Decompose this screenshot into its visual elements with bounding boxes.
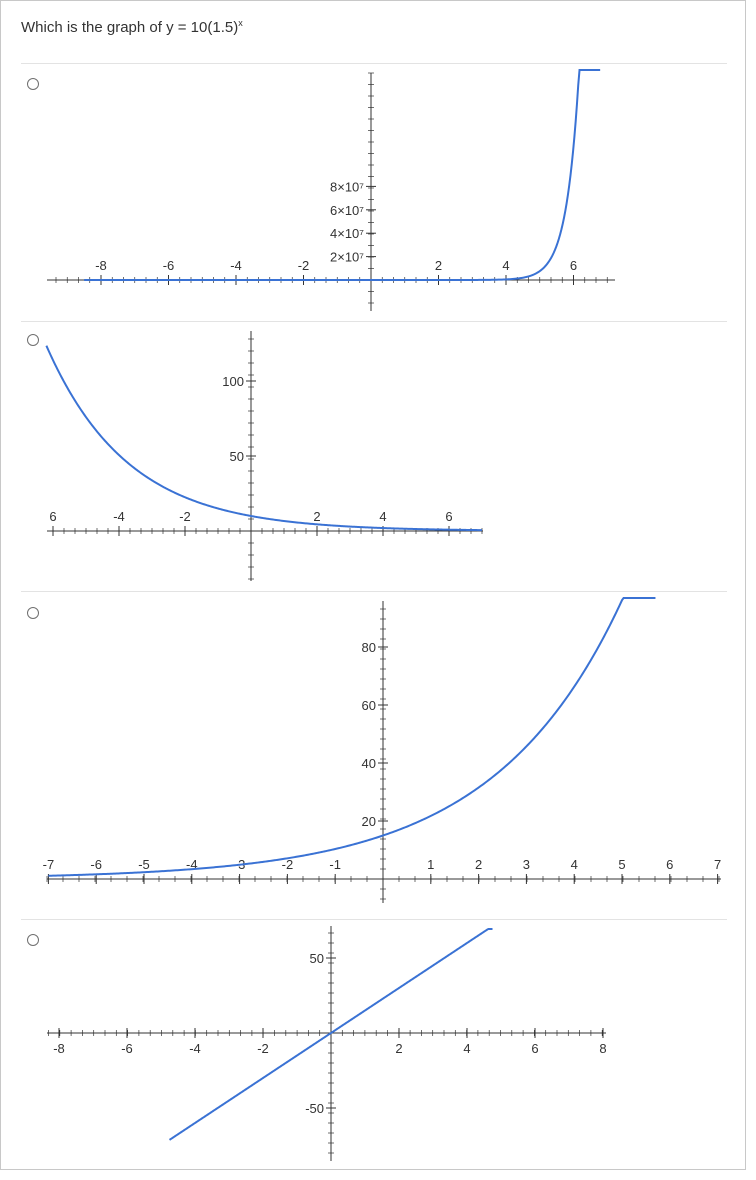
question-card: Which is the graph of y = 10(1.5)x -8 -6-… bbox=[0, 0, 746, 1170]
x-tick-label: 2 bbox=[475, 857, 482, 872]
x-tick-label: 8 bbox=[599, 1041, 606, 1056]
option-d-graph[interactable]: -8 -6 -4 -2 2 4 6 8 50 -50 bbox=[41, 921, 621, 1167]
x-tick-label: -4 bbox=[230, 258, 242, 273]
divider bbox=[21, 63, 727, 64]
function-curve bbox=[168, 928, 493, 1141]
y-tick-label: 2×10⁷ bbox=[330, 250, 364, 265]
y-tick-label: 6×10⁷ bbox=[330, 203, 364, 218]
x-tick-label: -4 bbox=[189, 1041, 201, 1056]
x-tick-label: -2 bbox=[298, 258, 310, 273]
y-tick-label: 4×10⁷ bbox=[330, 226, 364, 241]
x-tick-label: -7 bbox=[43, 857, 55, 872]
divider bbox=[21, 919, 727, 920]
x-tick-label: 6 bbox=[570, 258, 577, 273]
x-tick-label: 1 bbox=[427, 857, 434, 872]
option-b-graph[interactable]: 6 -4 -2 2 4 6 100 50 bbox=[41, 323, 491, 591]
y-tick-label: 20 bbox=[362, 814, 376, 829]
x-tick-label: -4 bbox=[186, 857, 198, 872]
y-tick-label: 80 bbox=[362, 640, 376, 655]
x-tick-label: 6 bbox=[49, 509, 56, 524]
x-tick-label: -2 bbox=[179, 509, 191, 524]
x-tick-label: -4 bbox=[113, 509, 125, 524]
x-tick-label: -8 bbox=[53, 1041, 65, 1056]
x-tick-label: 4 bbox=[571, 857, 578, 872]
y-tick-label: 60 bbox=[362, 698, 376, 713]
divider bbox=[21, 591, 727, 592]
x-tick-label: -6 bbox=[121, 1041, 133, 1056]
y-tick-label: 50 bbox=[230, 449, 244, 464]
option-a-graph[interactable]: -8 -6 -4 -2 2 4 6 8×10⁷ 6×10⁷ 4×10⁷ 2×10⁷ bbox=[41, 65, 621, 321]
x-tick-label: 3 bbox=[523, 857, 530, 872]
x-tick-label: -1 bbox=[329, 857, 341, 872]
x-tick-label: -8 bbox=[95, 258, 107, 273]
y-tick-label: -50 bbox=[305, 1101, 324, 1116]
x-tick-label: 2 bbox=[435, 258, 442, 273]
y-tick-label: 40 bbox=[362, 756, 376, 771]
question-text: Which is the graph of y = 10(1.5)x bbox=[21, 18, 243, 36]
x-tick-label: 5 bbox=[618, 857, 625, 872]
x-tick-label: 6 bbox=[445, 509, 452, 524]
x-tick-label: -5 bbox=[138, 857, 150, 872]
option-d-radio[interactable] bbox=[27, 934, 39, 946]
x-tick-label: 4 bbox=[463, 1041, 470, 1056]
y-tick-label: 8×10⁷ bbox=[330, 179, 364, 194]
question-prefix: Which is the graph of y = 10(1.5) bbox=[21, 19, 239, 36]
x-tick-label: -6 bbox=[90, 857, 102, 872]
x-tick-label: 7 bbox=[714, 857, 721, 872]
x-tick-label: -2 bbox=[257, 1041, 269, 1056]
divider bbox=[21, 321, 727, 322]
x-tick-label: 4 bbox=[502, 258, 509, 273]
x-tick-label: 6 bbox=[666, 857, 673, 872]
y-tick-label: 50 bbox=[310, 951, 324, 966]
x-tick-label: -6 bbox=[163, 258, 175, 273]
x-tick-label: -2 bbox=[282, 857, 294, 872]
option-b-radio[interactable] bbox=[27, 334, 39, 346]
x-tick-label: 4 bbox=[379, 509, 386, 524]
option-a-radio[interactable] bbox=[27, 78, 39, 90]
question-exponent: x bbox=[238, 18, 243, 28]
x-tick-label: 2 bbox=[313, 509, 320, 524]
function-curve bbox=[48, 597, 656, 877]
function-curve bbox=[84, 69, 601, 281]
y-tick-label: 100 bbox=[222, 374, 244, 389]
option-c-radio[interactable] bbox=[27, 607, 39, 619]
function-curve bbox=[45, 345, 483, 532]
x-tick-label: 6 bbox=[531, 1041, 538, 1056]
x-tick-label: 2 bbox=[395, 1041, 402, 1056]
